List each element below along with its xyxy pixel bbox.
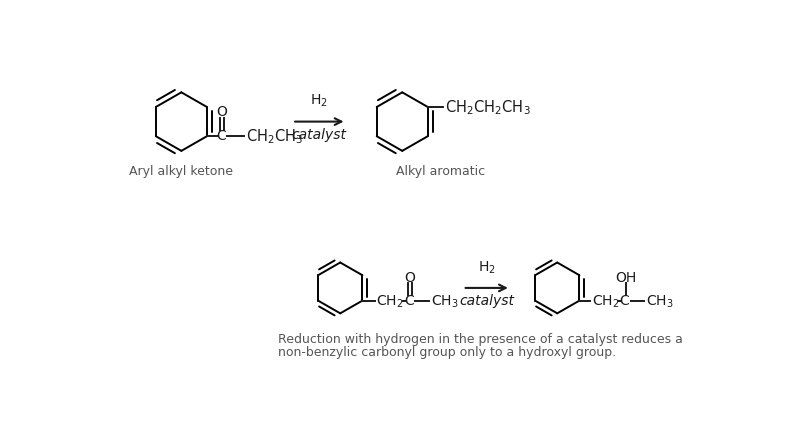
Text: O: O [405,271,415,285]
Text: CH$_2$CH$_3$: CH$_2$CH$_3$ [246,128,303,146]
Text: H$_2$: H$_2$ [478,259,496,276]
Text: Reduction with hydrogen in the presence of a catalyst reduces a: Reduction with hydrogen in the presence … [278,333,683,346]
Text: OH: OH [615,271,636,285]
Text: catalyst: catalyst [292,128,347,142]
Text: C: C [216,129,226,143]
Text: H$_2$: H$_2$ [310,93,328,109]
Text: non-benzylic carbonyl group only to a hydroxyl group.: non-benzylic carbonyl group only to a hy… [278,346,616,359]
Text: CH$_2$CH$_2$CH$_3$: CH$_2$CH$_2$CH$_3$ [445,99,530,117]
Text: C: C [404,294,414,308]
Text: CH$_3$: CH$_3$ [646,293,674,310]
Text: Alkyl aromatic: Alkyl aromatic [397,165,486,178]
Text: CH$_2$: CH$_2$ [376,293,404,310]
Text: CH$_2$: CH$_2$ [592,293,619,310]
Text: CH$_3$: CH$_3$ [430,293,458,310]
Text: O: O [217,104,227,118]
Text: C: C [619,294,630,308]
Text: catalyst: catalyst [459,294,514,308]
Text: Aryl alkyl ketone: Aryl alkyl ketone [130,165,234,178]
